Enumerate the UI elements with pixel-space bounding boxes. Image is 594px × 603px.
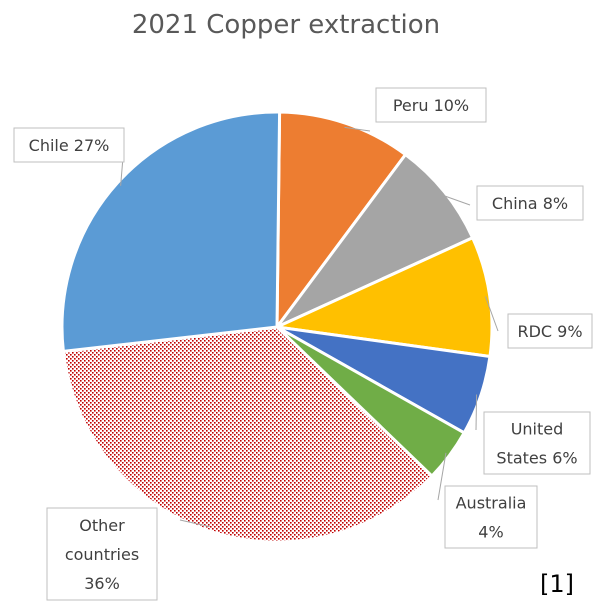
data-label-box <box>13 127 125 163</box>
data-label-box <box>483 411 591 475</box>
data-label-text: Chile 27% <box>29 136 110 155</box>
data-label-peru: Peru 10% <box>375 87 487 123</box>
data-label-box <box>375 87 487 123</box>
data-label-other-countries: Other countries 36% <box>46 507 158 601</box>
label-leader-line <box>475 394 478 431</box>
chart-title: 2021 Copper extraction <box>132 10 440 40</box>
data-label-text: Other <box>79 516 125 535</box>
label-leader-line <box>344 126 371 132</box>
pie-slice-chile <box>60 110 282 353</box>
data-label-box <box>507 313 593 349</box>
data-label-text: RDC 9% <box>517 322 582 341</box>
data-label-text: China 8% <box>492 194 568 213</box>
pie-slice-peru <box>275 110 407 329</box>
data-label-china: China 8% <box>476 185 584 221</box>
footnote-reference: [1] <box>540 570 574 598</box>
data-label-box <box>444 485 538 549</box>
data-label-box <box>46 507 158 601</box>
data-label-text: Australia <box>456 494 527 513</box>
data-label-text: 4% <box>478 523 503 542</box>
data-labels: Peru 10% China 8% RDC 9% United States 6% Aus… <box>13 87 593 601</box>
data-label-box <box>476 185 584 221</box>
label-leader-line <box>179 519 210 528</box>
data-label-australia: Australia 4% <box>444 485 538 549</box>
pie-slice-rdc <box>275 236 494 359</box>
label-leader-line <box>440 194 471 206</box>
data-label-text: States 6% <box>496 449 577 468</box>
data-label-text: United <box>511 420 564 439</box>
data-label-text: Peru 10% <box>393 96 469 115</box>
label-leader-line <box>437 452 447 501</box>
data-label-chile: Chile 27% <box>13 127 125 163</box>
data-label-united-states: United States 6% <box>483 411 591 475</box>
data-label-text: 36% <box>84 574 120 593</box>
label-leader-line <box>485 296 499 332</box>
data-label-text: countries <box>65 545 139 564</box>
pie-slice-china <box>275 153 475 329</box>
data-label-rdc: RDC 9% <box>507 313 593 349</box>
pie-slice-other-countries <box>61 325 434 544</box>
pie-slices <box>60 110 494 544</box>
